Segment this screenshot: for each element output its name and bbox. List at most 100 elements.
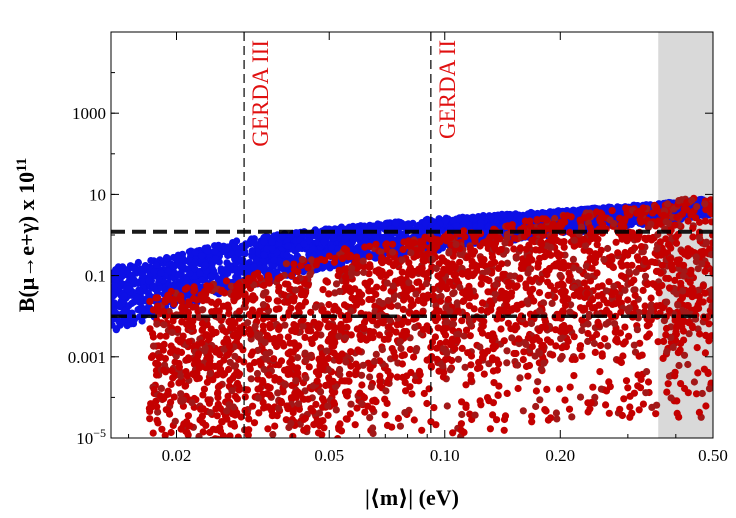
data-point (177, 495, 184, 502)
data-point (560, 243, 568, 251)
data-point (189, 262, 197, 270)
data-point (420, 299, 428, 307)
data-point (552, 342, 560, 350)
data-point (313, 331, 321, 339)
data-point (234, 249, 242, 257)
data-point (516, 245, 525, 253)
data-point (223, 259, 231, 267)
data-point (453, 299, 461, 307)
data-point (268, 244, 276, 252)
data-point (214, 275, 222, 283)
data-point (359, 361, 367, 369)
data-point (222, 328, 230, 336)
data-point (410, 353, 418, 361)
data-point (512, 254, 520, 262)
data-point (366, 414, 374, 422)
data-point (146, 325, 154, 333)
data-point (693, 344, 701, 352)
data-point (686, 278, 694, 286)
data-point (411, 267, 419, 276)
data-point (552, 409, 561, 417)
data-point (149, 282, 157, 290)
data-point (243, 459, 250, 466)
data-point (260, 265, 268, 273)
data-point (341, 284, 349, 292)
data-point (222, 277, 231, 285)
data-point (439, 373, 447, 381)
data-point (427, 418, 435, 426)
data-point (420, 389, 428, 398)
data-point (392, 219, 400, 227)
data-point (375, 463, 382, 470)
data-point (338, 377, 346, 385)
data-point (152, 261, 160, 269)
data-point (347, 348, 355, 356)
data-point (653, 204, 661, 212)
data-point (641, 302, 649, 310)
data-point (349, 236, 357, 244)
data-point (618, 411, 627, 420)
data-point (316, 358, 324, 366)
data-point (176, 281, 184, 290)
data-point (355, 448, 362, 455)
data-point (312, 400, 320, 408)
data-point (303, 457, 310, 464)
data-point (604, 244, 612, 253)
data-point (273, 297, 281, 305)
data-point (454, 307, 462, 315)
data-point (210, 267, 218, 275)
data-point (167, 428, 175, 437)
data-point (200, 385, 208, 393)
data-point (260, 281, 268, 289)
data-point (288, 455, 295, 462)
data-point (581, 242, 590, 250)
data-point (696, 330, 704, 338)
data-point (235, 439, 242, 446)
data-point (236, 324, 244, 332)
data-point (206, 362, 215, 370)
data-point (356, 331, 364, 339)
data-point (304, 459, 311, 466)
data-point (203, 247, 211, 255)
data-point (281, 280, 289, 288)
data-point (503, 359, 511, 367)
data-point (177, 292, 185, 300)
data-point (347, 362, 355, 370)
data-point (701, 349, 710, 357)
data-point (696, 234, 704, 242)
data-point (385, 323, 393, 331)
data-point (301, 333, 309, 341)
data-point (654, 267, 662, 275)
data-point (366, 365, 374, 373)
data-point (639, 286, 647, 294)
data-point (570, 333, 578, 341)
data-point (138, 317, 146, 325)
data-point (555, 385, 564, 393)
data-point (267, 473, 274, 480)
data-point (528, 277, 536, 286)
data-point (160, 340, 168, 348)
data-point (200, 448, 207, 455)
data-point (253, 451, 260, 458)
data-point (520, 339, 529, 347)
data-point (282, 444, 289, 451)
data-point (487, 213, 495, 221)
data-point (519, 356, 527, 364)
data-point (200, 491, 207, 498)
data-point (507, 325, 515, 333)
data-point (153, 416, 161, 424)
data-point (123, 322, 131, 330)
data-point (230, 297, 238, 305)
data-point (590, 339, 599, 348)
data-point (215, 382, 224, 390)
data-point (660, 317, 669, 325)
data-point (625, 304, 634, 312)
data-point (557, 335, 565, 343)
data-point (576, 240, 584, 248)
data-point (528, 412, 536, 420)
data-point (673, 397, 681, 405)
data-point (379, 284, 387, 292)
data-point (528, 342, 536, 351)
data-point (308, 256, 316, 264)
data-point (235, 342, 244, 350)
